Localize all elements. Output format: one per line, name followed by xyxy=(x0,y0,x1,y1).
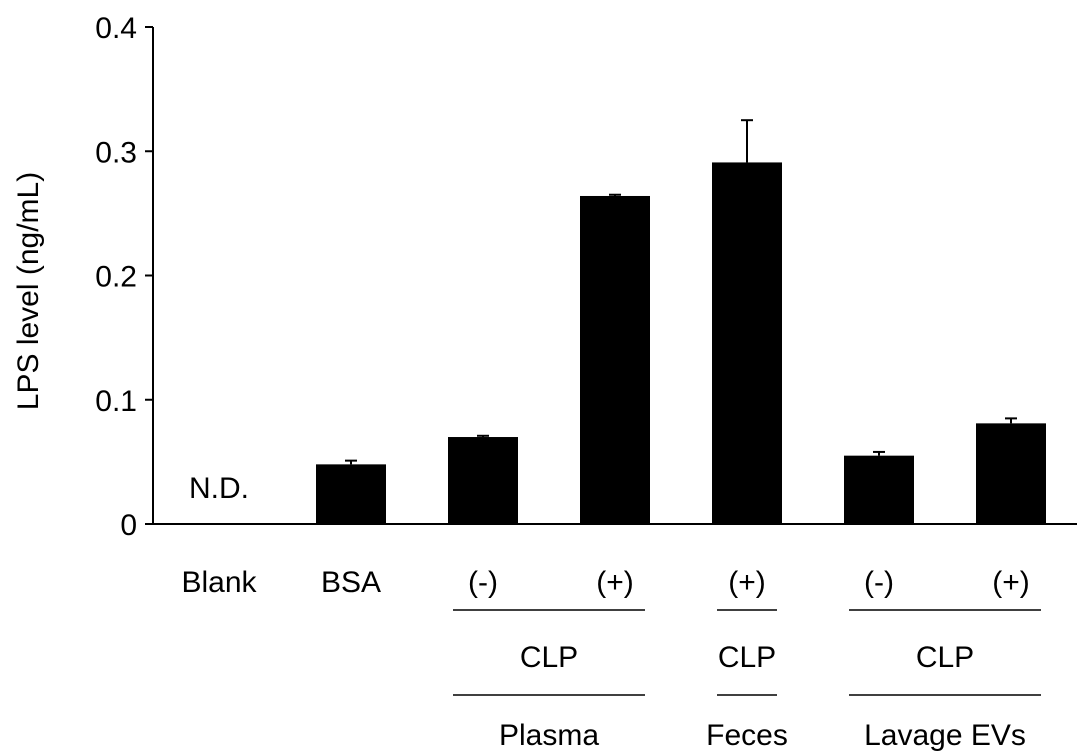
y-axis: 0 0.1 0.2 0.3 0.4 xyxy=(95,12,154,542)
bar xyxy=(316,464,386,524)
category-label: BSA xyxy=(321,566,381,599)
bar xyxy=(448,437,518,524)
y-tick-label: 0.2 xyxy=(95,261,137,294)
bar xyxy=(712,162,782,524)
group-labels: CLP Plasma CLP Feces CLP Lavage EVs xyxy=(453,609,1041,752)
y-tick-label: 0 xyxy=(120,509,137,542)
y-axis-title: LPS level (ng/mL) xyxy=(12,172,45,410)
category-label: Blank xyxy=(181,566,257,599)
group-label: Plasma xyxy=(499,719,599,752)
not-detected-label: N.D. xyxy=(189,472,249,505)
y-tick-label: 0.1 xyxy=(95,385,137,418)
bar xyxy=(580,195,650,525)
category-label: (+) xyxy=(992,566,1030,599)
category-label: (-) xyxy=(468,566,498,599)
y-tick-label: 0.3 xyxy=(95,136,137,169)
y-tick-label: 0.4 xyxy=(95,12,137,45)
category-label: (-) xyxy=(864,566,894,599)
group-label: CLP xyxy=(520,641,578,674)
category-label: (+) xyxy=(596,566,634,599)
bar xyxy=(844,455,914,524)
group-label: Feces xyxy=(706,719,788,752)
category-labels: Blank BSA (-) (+) (+) (-) (+) xyxy=(181,566,1029,599)
group-label: CLP xyxy=(718,641,776,674)
bar xyxy=(976,423,1046,524)
category-label: (+) xyxy=(728,566,766,599)
bars: N.D. xyxy=(189,119,1046,525)
group-label: CLP xyxy=(916,641,974,674)
group-label: Lavage EVs xyxy=(864,719,1026,752)
